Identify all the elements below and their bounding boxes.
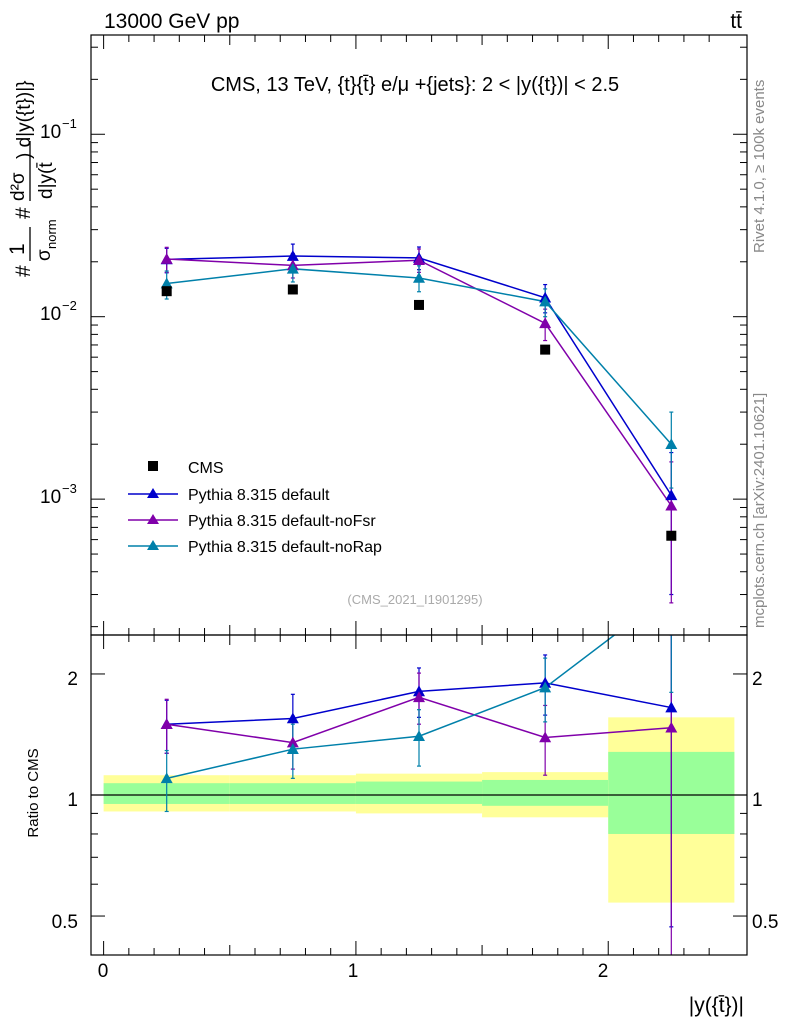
y-label-hash-1: #	[12, 265, 35, 277]
ratio-y-tick-labels-left: 2 1 0.5	[52, 669, 78, 933]
ratio-tick-1-right: 1	[752, 790, 763, 811]
legend: CMS Pythia 8.315 default Pythia 8.315 de…	[128, 460, 382, 556]
marker-default	[286, 250, 299, 261]
analysis-watermark: (CMS_2021_I1901295)	[347, 592, 482, 607]
marker-noRap	[665, 438, 678, 450]
cms-uncertainty-band-inner	[229, 783, 356, 804]
legend-marker-norap	[147, 540, 159, 550]
svg-text:10: 10	[40, 487, 61, 508]
y-tick-label-1e-1: 10 −1	[40, 116, 77, 143]
svg-text:−3: −3	[62, 481, 77, 496]
marker-noRap	[539, 295, 552, 307]
svg-text:CMS: CMS	[188, 460, 224, 477]
legend-marker-default	[147, 488, 159, 498]
x-axis-label: |y({t̄})|	[689, 994, 744, 1017]
marker-noRap	[286, 262, 299, 274]
plot-title: CMS, 13 TeV, {t}{t̄} e/μ +{jets}: 2 < |y…	[211, 74, 619, 96]
legend-marker-cms	[148, 461, 158, 471]
svg-text:10: 10	[40, 122, 61, 143]
main-panel	[90, 34, 748, 636]
cms-uncertainty-band-inner	[482, 779, 609, 806]
svg-text:Pythia 8.315 default-noRap: Pythia 8.315 default-noRap	[188, 539, 382, 556]
marker-noFsr	[665, 499, 678, 511]
marker-noRap	[413, 271, 425, 283]
marker-default	[665, 489, 678, 501]
main-y-tick-labels: 10 −1 10 −2 10 −3	[40, 116, 77, 508]
y-label-sigma: σ	[34, 249, 55, 261]
y-label-one: 1	[6, 243, 29, 255]
y-label-norm: norm	[44, 219, 59, 249]
ratio-marker-default	[286, 712, 299, 724]
ratio-tick-05-left: 0.5	[52, 912, 78, 933]
x-tick-1: 1	[348, 961, 359, 982]
x-tick-2: 2	[598, 961, 609, 982]
ratio-y-axis-label: Ratio to CMS	[25, 748, 42, 837]
series-line-noRap	[166, 268, 672, 445]
marker-cms	[540, 344, 551, 355]
svg-text:−2: −2	[62, 298, 77, 313]
marker-cms	[666, 530, 677, 541]
header-process-label: tt̄	[730, 10, 742, 33]
ratio-marker-noRap	[286, 743, 299, 754]
ratio-marker-noFsr	[286, 736, 299, 748]
ratio-marker-noFsr	[413, 691, 425, 703]
marker-cms	[287, 284, 298, 295]
y-label-numerator: d²σ	[8, 172, 29, 201]
svg-text:Pythia 8.315 default-noFsr: Pythia 8.315 default-noFsr	[188, 513, 376, 530]
legend-entry-nofsr: Pythia 8.315 default-noFsr	[128, 513, 376, 530]
svg-text:Pythia 8.315 default: Pythia 8.315 default	[188, 487, 330, 504]
ratio-marker-noRap	[539, 681, 552, 693]
legend-entry-cms: CMS	[148, 460, 224, 477]
ratio-marker-noFsr	[160, 718, 173, 729]
legend-entry-default: Pythia 8.315 default	[128, 487, 330, 504]
main-y-axis-label: # 1 σ norm # d²σ d|y(t̄ ) d|y({t})|}	[6, 80, 59, 277]
y-tick-label-1e-2: 10 −2	[40, 298, 77, 325]
y-label-denominator: d|y(t̄	[36, 162, 57, 199]
svg-text:−1: −1	[62, 116, 77, 131]
rivet-version-label: Rivet 4.1.0, ≥ 100k events	[751, 80, 768, 253]
ratio-marker-noFsr	[539, 731, 552, 743]
marker-noFsr	[413, 254, 425, 266]
ratio-marker-noRap	[160, 772, 173, 784]
y-label-hash-2: #	[12, 207, 35, 219]
ratio-tick-05-right: 0.5	[752, 912, 778, 933]
ratio-marker-default	[665, 701, 678, 713]
ratio-y-tick-labels-right: 2 1 0.5	[752, 669, 778, 933]
svg-text:10: 10	[40, 304, 61, 325]
x-tick-0: 0	[98, 961, 109, 982]
y-tick-label-1e-3: 10 −3	[40, 481, 77, 508]
ratio-tick-2-right: 2	[752, 669, 763, 690]
cms-uncertainty-band-inner	[355, 781, 483, 804]
ratio-marker-noRap	[413, 730, 425, 742]
series-line-noFsr	[166, 258, 672, 507]
ratio-tick-1-left: 1	[67, 790, 78, 811]
legend-marker-nofsr	[147, 514, 159, 524]
ratio-tick-2-left: 2	[67, 669, 78, 690]
marker-noRap	[160, 277, 173, 289]
ratio-panel	[90, 634, 748, 956]
ratio-marker-noFsr	[665, 721, 678, 733]
x-tick-labels: 0 1 2	[98, 961, 609, 982]
header-energy-label: 13000 GeV pp	[104, 10, 239, 33]
y-label-tail: ) d|y({t})|}	[14, 80, 35, 159]
ratio-panel-frame	[90, 634, 748, 956]
marker-cms	[161, 286, 172, 297]
mcplots-source-label: mcplots.cern.ch [arXiv:2401.10621]	[751, 393, 768, 628]
marker-noFsr	[160, 253, 173, 264]
ratio-marker-default	[413, 685, 425, 697]
marker-cms	[414, 299, 424, 310]
legend-entry-norap: Pythia 8.315 default-noRap	[128, 539, 382, 556]
marker-noFsr	[539, 317, 552, 329]
